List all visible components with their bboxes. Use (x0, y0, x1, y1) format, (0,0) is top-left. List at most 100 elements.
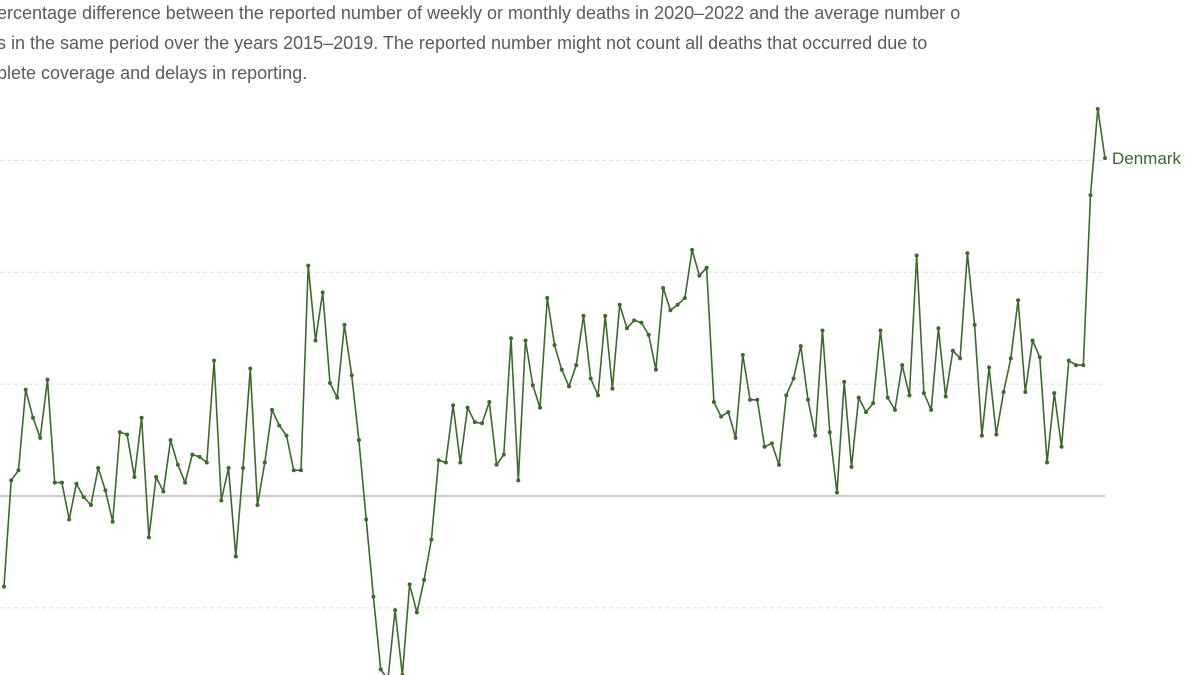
data-point (675, 302, 680, 307)
data-point (559, 367, 564, 372)
data-point (465, 405, 470, 410)
data-point (748, 397, 753, 402)
data-point (1052, 391, 1057, 396)
data-point (726, 410, 731, 415)
data-point (798, 344, 803, 349)
data-point (284, 433, 289, 438)
data-point (219, 498, 224, 503)
data-point (1059, 444, 1064, 449)
data-point (291, 468, 296, 473)
data-point (117, 430, 122, 435)
data-point (298, 468, 303, 473)
data-point (472, 420, 477, 425)
data-point (349, 373, 354, 378)
data-point (342, 322, 347, 327)
data-point (603, 313, 608, 318)
data-point (277, 423, 282, 428)
data-point (784, 393, 789, 398)
data-point (320, 290, 325, 295)
data-point (755, 397, 760, 402)
data-point (863, 410, 868, 415)
data-point (777, 462, 782, 467)
data-point (197, 454, 202, 459)
data-point (168, 438, 173, 443)
subtitle-line: plete coverage and delays in reporting. (0, 63, 307, 83)
data-point (871, 401, 876, 406)
data-point (139, 415, 144, 420)
data-point (422, 577, 427, 582)
data-point (59, 480, 64, 485)
data-point (1045, 460, 1050, 465)
data-point (878, 328, 883, 333)
data-point (538, 405, 543, 410)
data-point (270, 407, 275, 412)
data-point (704, 265, 709, 270)
data-point (653, 367, 658, 372)
data-point (646, 332, 651, 337)
data-point (834, 490, 839, 495)
data-point (378, 667, 383, 672)
data-point (958, 356, 963, 361)
data-point (581, 313, 586, 318)
data-point (212, 358, 217, 363)
data-point (1030, 338, 1035, 343)
data-point (23, 387, 28, 392)
data-point (791, 376, 796, 381)
data-point (1081, 363, 1086, 368)
data-point (262, 460, 267, 465)
data-point (30, 415, 35, 420)
data-point (827, 430, 832, 435)
data-point (494, 462, 499, 467)
data-point (313, 338, 318, 343)
data-point (545, 296, 550, 301)
data-point (335, 395, 340, 400)
data-point (175, 462, 180, 467)
data-point (161, 489, 166, 494)
data-point (1103, 156, 1107, 161)
data-point (523, 338, 528, 343)
data-point (936, 326, 941, 331)
data-point (103, 488, 108, 493)
data-point (900, 363, 905, 368)
data-point (241, 466, 246, 471)
data-point (74, 481, 79, 486)
data-point (885, 395, 890, 400)
data-point (436, 458, 441, 463)
data-point (661, 285, 666, 290)
data-point (1001, 389, 1006, 394)
data-point (88, 502, 93, 507)
data-point (965, 251, 970, 256)
data-point (9, 478, 14, 483)
series-line (3, 108, 1106, 675)
data-point (132, 474, 137, 479)
data-point (16, 468, 21, 473)
data-point (458, 460, 463, 465)
data-point (480, 421, 485, 426)
data-point (740, 353, 745, 358)
data-point (96, 466, 101, 471)
data-point (820, 328, 825, 333)
data-point (842, 379, 847, 384)
data-point (914, 253, 919, 258)
data-point (364, 517, 369, 522)
data-point (1037, 355, 1042, 360)
data-point (204, 460, 209, 465)
data-point (451, 403, 456, 408)
data-point (233, 554, 238, 559)
data-point (190, 452, 195, 457)
data-point (516, 478, 521, 483)
data-point (719, 414, 724, 419)
data-point (52, 480, 57, 485)
data-point (617, 302, 622, 307)
data-point (414, 610, 419, 615)
data-point (38, 435, 43, 440)
data-point (849, 464, 854, 469)
data-point (892, 407, 897, 412)
data-point (255, 502, 260, 507)
data-point (566, 384, 571, 389)
data-point (994, 432, 999, 437)
data-point (67, 517, 72, 522)
data-point (574, 363, 579, 368)
data-point (125, 432, 130, 437)
data-point (943, 394, 948, 399)
